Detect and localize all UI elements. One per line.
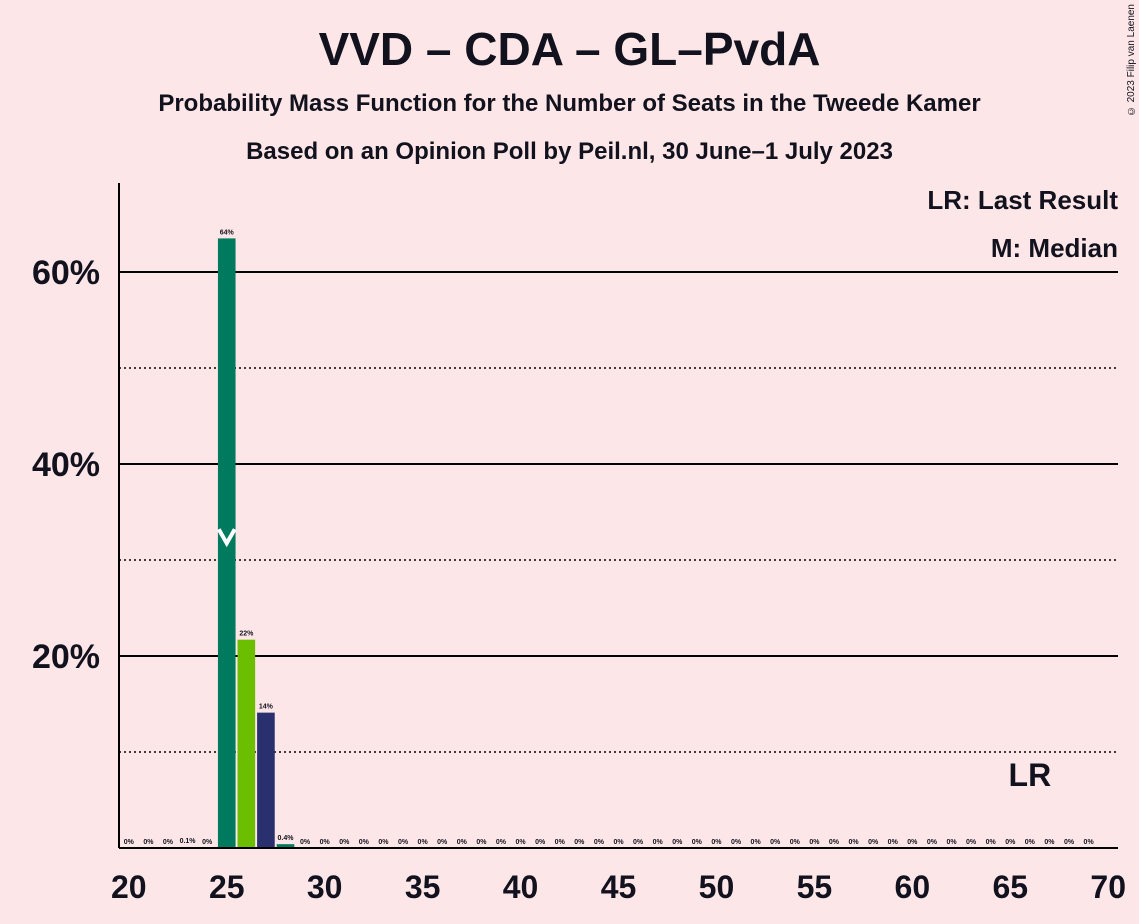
bar-value-label: 0% [888, 839, 899, 846]
bar-value-label: 0% [1084, 839, 1095, 846]
bar-value-label: 0% [790, 839, 801, 846]
bar-value-label: 0% [653, 839, 664, 846]
bar-value-label: 0% [515, 839, 526, 846]
bar-value-label: 64% [220, 229, 235, 236]
bar-value-label: 0% [731, 839, 742, 846]
bar-value-label: 0.1% [180, 838, 197, 845]
bar-value-label: 0% [809, 839, 820, 846]
x-tick-label: 65 [992, 869, 1028, 905]
y-tick-label: 40% [32, 446, 100, 484]
bar-value-label: 0% [398, 839, 409, 846]
bar-value-label: 0% [946, 839, 957, 846]
axes [118, 183, 1118, 849]
bar-value-label: 0.4% [278, 835, 295, 842]
bar-value-label: 0% [535, 839, 546, 846]
x-tick-label: 35 [405, 869, 441, 905]
x-tick-label: 70 [1090, 869, 1126, 905]
bar-value-label: 0% [476, 839, 487, 846]
median-marker [216, 528, 237, 548]
bar-value-label: 0% [202, 839, 213, 846]
bar-value-label: 0% [496, 839, 507, 846]
legend-median: M: Median [991, 233, 1118, 263]
bar-value-label: 0% [300, 839, 311, 846]
poll-info: Based on an Opinion Poll by Peil.nl, 30 … [246, 138, 893, 165]
bar-value-label: 0% [986, 839, 997, 846]
bar-value-label: 0% [692, 839, 703, 846]
legend-last-result: LR: Last Result [927, 185, 1118, 215]
bar-value-label: 0% [555, 839, 566, 846]
bar-value-label: 0% [927, 839, 938, 846]
bar-value-label: 0% [1044, 839, 1055, 846]
bar-value-label: 0% [829, 839, 840, 846]
bar [237, 639, 256, 848]
x-tick-label: 40 [503, 869, 539, 905]
bar-value-label: 0% [320, 839, 331, 846]
bar-value-label: 14% [259, 704, 274, 711]
bar-value-label: 0% [1064, 839, 1075, 846]
x-tick-label: 45 [601, 869, 637, 905]
y-tick-label: 60% [32, 254, 100, 292]
bar-value-label: 0% [633, 839, 644, 846]
x-tick-label: 30 [307, 869, 343, 905]
x-tick-label: 55 [797, 869, 833, 905]
bar-value-label: 0% [594, 839, 605, 846]
bars [178, 238, 295, 848]
x-tick-label: 60 [895, 869, 931, 905]
bar-value-label: 0% [1005, 839, 1016, 846]
last-result-marker: LR [1009, 757, 1052, 793]
bar-value-label: 0% [124, 839, 135, 846]
x-tick-label: 20 [111, 869, 147, 905]
bar [257, 712, 275, 848]
bar-value-label: 0% [711, 839, 722, 846]
bar-value-label: 0% [378, 839, 389, 846]
chart-title: VVD – CDA – GL–PvdA [318, 23, 821, 75]
grid-lines [119, 271, 1118, 753]
x-tick-label: 50 [699, 869, 735, 905]
bar-value-label: 0% [143, 839, 154, 846]
bar-value-label: 0% [163, 839, 174, 846]
bar-value-label: 0% [574, 839, 585, 846]
bar [276, 844, 295, 848]
bar-value-label: 0% [770, 839, 781, 846]
bar-value-label: 0% [359, 839, 370, 846]
bar-value-label: 0% [907, 839, 918, 846]
bar-value-label: 0% [339, 839, 350, 846]
bar-value-label: 0% [613, 839, 624, 846]
bar-value-label: 0% [868, 839, 879, 846]
y-tick-label: 20% [32, 638, 100, 676]
bar-value-label: 0% [418, 839, 429, 846]
bar-value-label: 0% [437, 839, 448, 846]
bar-value-label: 0% [751, 839, 762, 846]
tick-labels: 20 25 30 35 40 45 50 55 60 65 70 20% 40% 60% [32, 254, 1126, 905]
bar-value-label: 0% [1025, 839, 1036, 846]
x-tick-label: 25 [209, 869, 245, 905]
bar-value-label: 0% [848, 839, 859, 846]
bar-value-label: 0% [457, 839, 468, 846]
bar-value-label: 0% [672, 839, 683, 846]
bar-labels: 0% 0% 0% 0.1% 0% 64% 22% 14% 0.4% 0% 0% 0% 0% 0% 0% 0% 0… [124, 229, 1095, 846]
bar-value-label: 0% [966, 839, 977, 846]
chart-subtitle: Probability Mass Function for the Number… [158, 90, 981, 117]
bar-value-label: 22% [239, 631, 254, 638]
